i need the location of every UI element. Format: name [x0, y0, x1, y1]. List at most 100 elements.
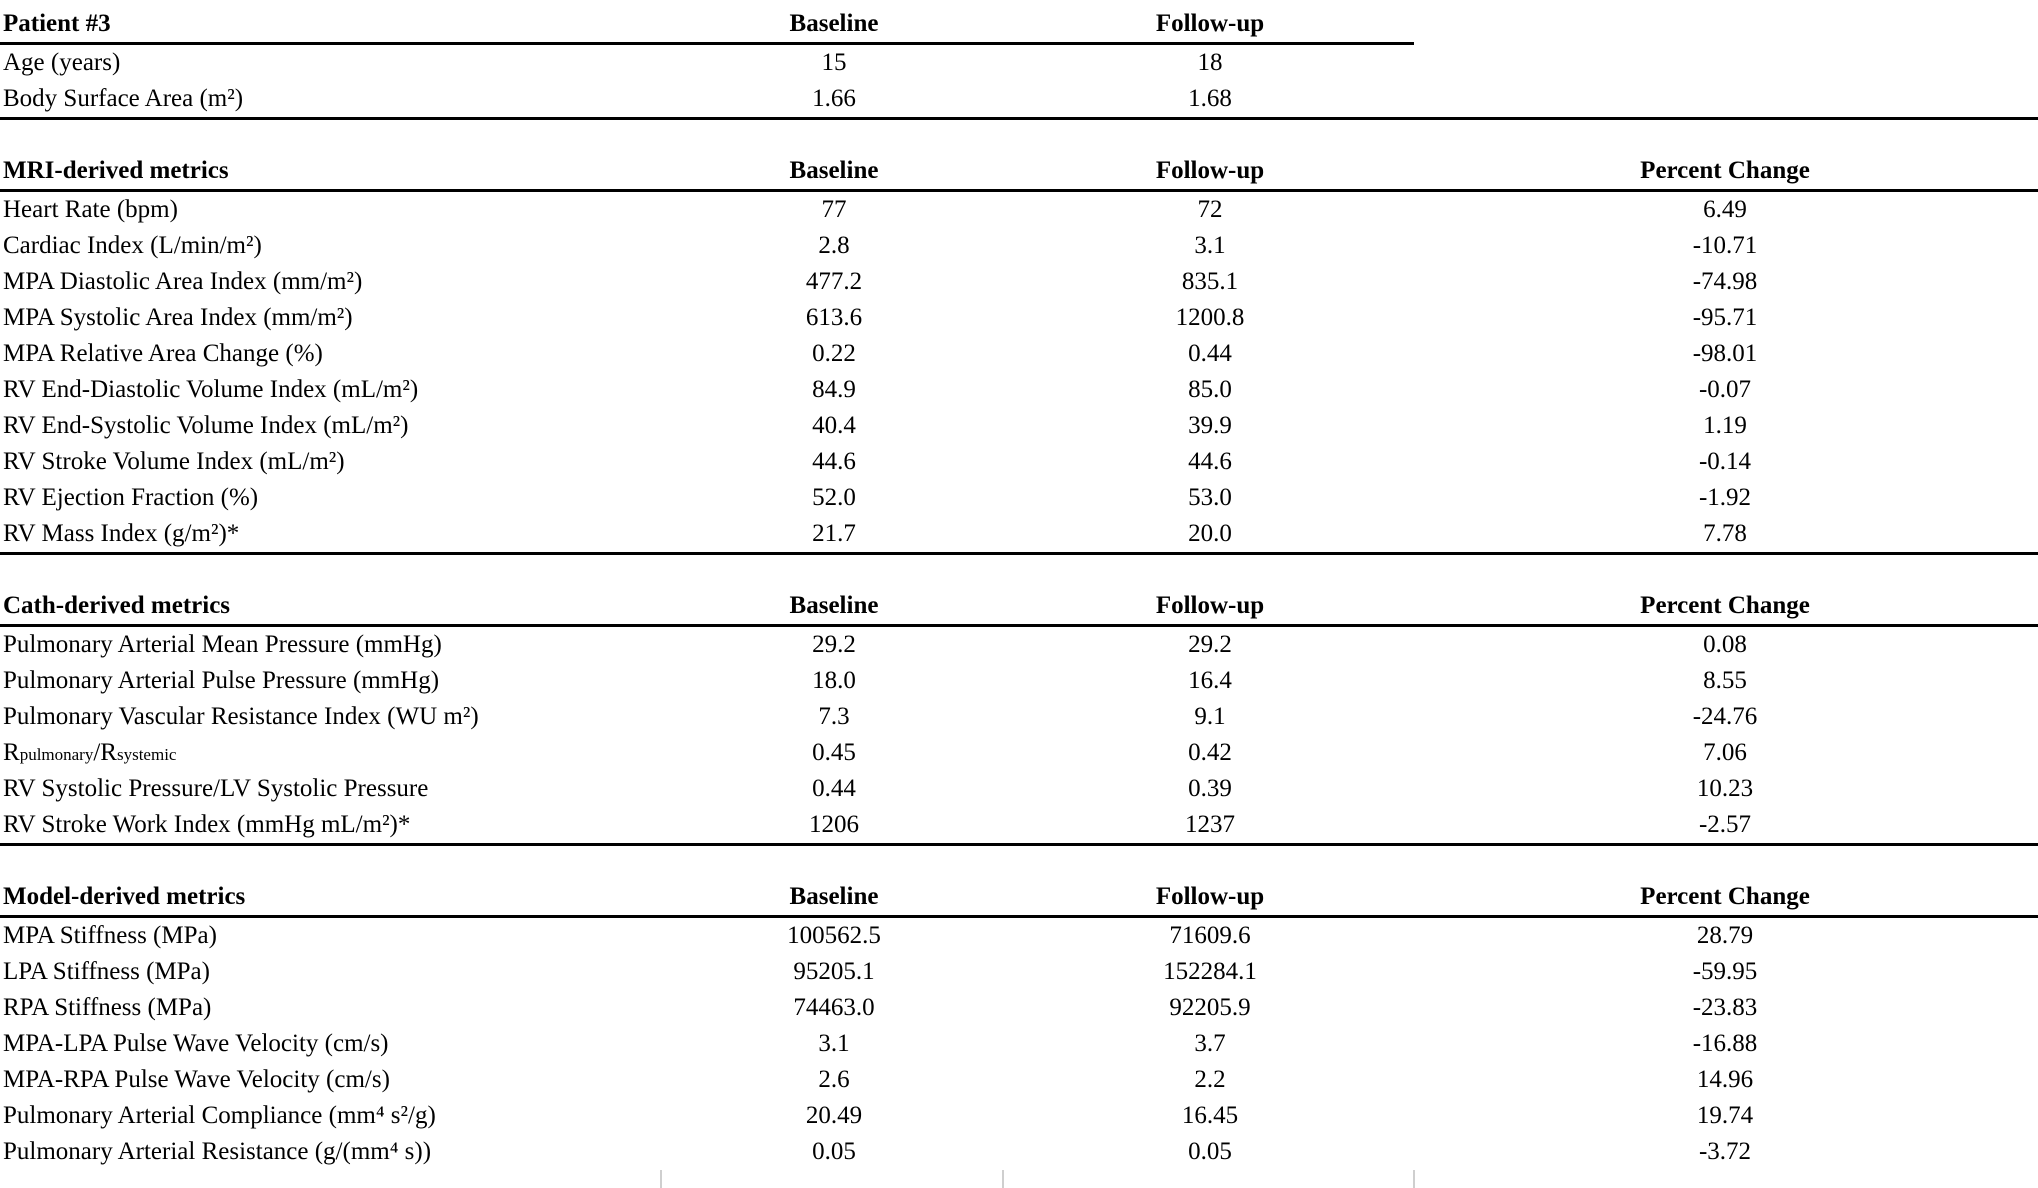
metric-label: MPA Relative Area Change (%) — [3, 340, 323, 367]
percent-change-value: 0.08 — [1703, 631, 1747, 658]
baseline-value: 29.2 — [812, 631, 856, 658]
table-row: Pulmonary Arterial Pulse Pressure (mmHg)… — [0, 663, 2038, 699]
metric-label: RV Mass Index (g/m²)* — [3, 520, 240, 547]
percent-change-value: 7.06 — [1703, 739, 1747, 766]
baseline-value: 1206 — [809, 811, 859, 838]
table-title: Model-derived metrics — [3, 883, 246, 910]
table-row: RV Stroke Volume Index (mL/m²) 44.6 44.6 -0… — [0, 444, 2038, 480]
table-row: Pulmonary Arterial Compliance (mm⁴ s²/g)… — [0, 1098, 2038, 1134]
followup-value: 1.68 — [1188, 85, 1232, 112]
baseline-value: 84.9 — [812, 376, 856, 403]
metric-label: MPA Diastolic Area Index (mm/m²) — [3, 268, 363, 295]
percent-change-value: -16.88 — [1692, 1030, 1758, 1057]
table-gridline-mark — [1002, 1170, 1004, 1188]
percent-change-value: 8.55 — [1703, 667, 1747, 694]
baseline-value: 44.6 — [812, 448, 856, 475]
table-title: Cath-derived metrics — [3, 592, 231, 619]
metric-label: MPA-LPA Pulse Wave Velocity (cm/s) — [3, 1030, 389, 1057]
baseline-value: 21.7 — [812, 520, 856, 547]
mri-metrics-table: MRI-derived metrics Baseline Follow-up P… — [0, 147, 2038, 555]
table-body: Pulmonary Arterial Mean Pressure (mmHg) 2… — [0, 627, 2038, 843]
table-header-row: Cath-derived metrics Baseline Follow-up … — [0, 582, 2038, 624]
table-row: MPA Diastolic Area Index (mm/m²) 477.2 835… — [0, 264, 2038, 300]
table-row: MPA-LPA Pulse Wave Velocity (cm/s) 3.1 3.7… — [0, 1026, 2038, 1062]
table-body: Heart Rate (bpm) 77 72 6.49 Cardiac Index (L… — [0, 192, 2038, 552]
table-bottom-rule — [0, 843, 2038, 846]
followup-value: 0.05 — [1188, 1138, 1232, 1165]
metric-label: Pulmonary Vascular Resistance Index (WU … — [3, 703, 479, 730]
baseline-value: 477.2 — [805, 268, 863, 295]
metric-label: RPA Stiffness (MPa) — [3, 994, 212, 1021]
table-header-row: Model-derived metrics Baseline Follow-up… — [0, 873, 2038, 915]
followup-value: 1200.8 — [1175, 304, 1245, 331]
baseline-value: 15 — [821, 49, 847, 76]
followup-value: 92205.9 — [1169, 994, 1251, 1021]
baseline-value: 40.4 — [812, 412, 856, 439]
metric-label: RV Systolic Pressure/LV Systolic Pressur… — [3, 775, 429, 802]
percent-change-value: -24.76 — [1692, 703, 1758, 730]
table-row: MPA Relative Area Change (%) 0.22 0.44 -98.… — [0, 336, 2038, 372]
table-gridline-mark — [660, 1170, 662, 1188]
metric-label: RV End-Systolic Volume Index (mL/m²) — [3, 412, 409, 439]
baseline-value: 52.0 — [812, 484, 856, 511]
baseline-value: 0.22 — [812, 340, 856, 367]
metric-label: RV Stroke Volume Index (mL/m²) — [3, 448, 345, 475]
metric-label: Pulmonary Arterial Compliance (mm⁴ s²/g) — [3, 1102, 436, 1129]
followup-value: 3.1 — [1194, 232, 1226, 259]
percent-change-value: 1.19 — [1703, 412, 1747, 439]
baseline-value: 95205.1 — [793, 958, 875, 985]
column-header-baseline: Baseline — [789, 157, 879, 184]
table-body: MPA Stiffness (MPa) 100562.5 71609.6 28.79 L… — [0, 918, 2038, 1170]
baseline-value: 20.49 — [805, 1102, 863, 1129]
baseline-value: 1.66 — [812, 85, 856, 112]
percent-change-value: -1.92 — [1698, 484, 1752, 511]
followup-value: 3.7 — [1194, 1030, 1226, 1057]
metric-label: MPA Stiffness (MPa) — [3, 922, 217, 949]
baseline-value: 0.44 — [812, 775, 856, 802]
header-rule — [0, 624, 2038, 627]
followup-value: 0.39 — [1188, 775, 1232, 802]
followup-value: 39.9 — [1188, 412, 1232, 439]
metric-label: RV Stroke Work Index (mmHg mL/m²)* — [3, 811, 411, 838]
table-row: RPA Stiffness (MPa) 74463.0 92205.9 -23.83 — [0, 990, 2038, 1026]
column-header-followup: Follow-up — [1155, 592, 1265, 619]
percent-change-value: 7.78 — [1703, 520, 1747, 547]
percent-change-value: -98.01 — [1692, 340, 1758, 367]
model-metrics-table: Model-derived metrics Baseline Follow-up… — [0, 873, 2038, 1170]
percent-change-value: -74.98 — [1692, 268, 1758, 295]
followup-value: 53.0 — [1188, 484, 1232, 511]
metric-label: Heart Rate (bpm) — [3, 196, 178, 223]
baseline-value: 74463.0 — [793, 994, 875, 1021]
table-header-row: Patient #3 Baseline Follow-up — [0, 0, 2038, 42]
baseline-value: 18.0 — [812, 667, 856, 694]
table-row: Body Surface Area (m²) 1.66 1.68 — [0, 81, 2038, 117]
followup-value: 72 — [1197, 196, 1223, 223]
column-header-percent-change: Percent Change — [1640, 157, 1810, 184]
baseline-value: 0.05 — [812, 1138, 856, 1165]
table-row: Age (years) 15 18 — [0, 45, 2038, 81]
table-row: RV Mass Index (g/m²)* 21.7 20.0 7.78 — [0, 516, 2038, 552]
header-rule — [0, 189, 2038, 192]
metric-label: Pulmonary Arterial Resistance (g/(mm⁴ s)… — [3, 1138, 432, 1165]
followup-value: 29.2 — [1188, 631, 1232, 658]
table-row: RV Stroke Work Index (mmHg mL/m²)* 1206 12… — [0, 807, 2038, 843]
percent-change-value: -10.71 — [1692, 232, 1758, 259]
baseline-value: 613.6 — [805, 304, 863, 331]
baseline-value: 77 — [821, 196, 847, 223]
percent-change-value: 28.79 — [1696, 922, 1754, 949]
baseline-value: 0.45 — [812, 739, 856, 766]
column-header-followup: Follow-up — [1155, 10, 1265, 37]
table-row: RV Systolic Pressure/LV Systolic Pressur… — [0, 771, 2038, 807]
percent-change-value: -3.72 — [1698, 1138, 1752, 1165]
followup-value: 85.0 — [1188, 376, 1232, 403]
metric-label: RV End-Diastolic Volume Index (mL/m²) — [3, 376, 419, 403]
table-title: MRI-derived metrics — [3, 157, 229, 184]
followup-value: 835.1 — [1181, 268, 1239, 295]
table-row: Pulmonary Vascular Resistance Index (WU … — [0, 699, 2038, 735]
metric-label: Pulmonary Arterial Mean Pressure (mmHg) — [3, 631, 442, 658]
metric-label: Body Surface Area (m²) — [3, 85, 244, 112]
table-bottom-rule — [0, 552, 2038, 555]
metric-label: Cardiac Index (L/min/m²) — [3, 232, 262, 259]
baseline-value: 7.3 — [818, 703, 850, 730]
percent-change-value: -2.57 — [1698, 811, 1752, 838]
